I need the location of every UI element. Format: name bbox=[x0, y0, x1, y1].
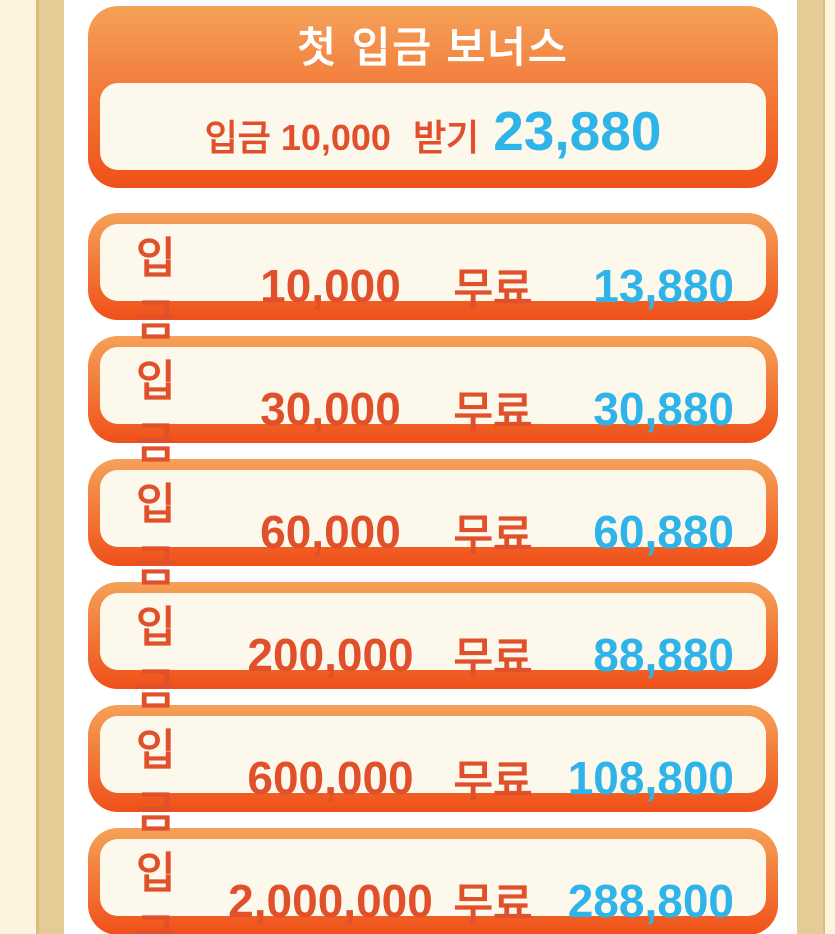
bonus-amount: 60,880 bbox=[593, 506, 734, 558]
tier-panel: 입금 30,000 무료 30,880 bbox=[100, 347, 766, 468]
tier-row-2[interactable]: 입금 30,000 무료 30,880 bbox=[88, 336, 778, 468]
free-label: 무료 bbox=[453, 758, 533, 806]
bonus-amount: 288,800 bbox=[567, 875, 734, 927]
free-label: 무료 bbox=[453, 389, 533, 437]
tier-row-3[interactable]: 입금 60,000 무료 60,880 bbox=[88, 459, 778, 591]
deposit-amount: 30,000 bbox=[260, 383, 401, 435]
bonus-amount: 88,880 bbox=[593, 629, 734, 681]
deposit-amount: 2,000,000 bbox=[228, 875, 433, 927]
tier-panel: 입금 60,000 무료 60,880 bbox=[100, 470, 766, 591]
tier-panel: 입금 10,000 무료 13,880 bbox=[100, 224, 766, 345]
bonus-amount: 13,880 bbox=[593, 260, 734, 312]
bonus-amount: 108,800 bbox=[567, 752, 734, 804]
header-bonus-amount: 23,880 bbox=[493, 100, 662, 162]
deposit-label: 입금 bbox=[136, 235, 176, 345]
tier-panel: 입금 600,000 무료 108,800 bbox=[100, 716, 766, 837]
deposit-label: 입금 bbox=[136, 604, 176, 714]
deposit-label: 입금 bbox=[136, 358, 176, 468]
first-deposit-bonus-title: 첫 입금 보너스 bbox=[297, 24, 569, 71]
deposit-amount: 200,000 bbox=[247, 629, 414, 681]
tier-row-1[interactable]: 입금 10,000 무료 13,880 bbox=[88, 213, 778, 345]
right-tan-stripe bbox=[797, 0, 825, 934]
deposit-amount: 60,000 bbox=[260, 506, 401, 558]
first-deposit-claim-panel[interactable]: 입금 10,000 받기 23,880 bbox=[100, 83, 766, 170]
tier-row-4[interactable]: 입금 200,000 무료 88,880 bbox=[88, 582, 778, 714]
deposit-label: 입금 bbox=[136, 481, 176, 591]
bonus-amount: 30,880 bbox=[593, 383, 734, 435]
tier-panel: 입금 2,000,000 무료 288,800 bbox=[100, 839, 766, 934]
right-cream-margin bbox=[825, 0, 835, 934]
left-tan-stripe bbox=[36, 0, 64, 934]
left-cream-margin bbox=[0, 0, 36, 934]
deposit-amount: 600,000 bbox=[247, 752, 414, 804]
tier-panel: 입금 200,000 무료 88,880 bbox=[100, 593, 766, 714]
bonus-list-panel: 첫 입금 보너스 입금 10,000 받기 23,880 입금 10,000 무… bbox=[64, 0, 797, 934]
tier-row-6[interactable]: 입금 2,000,000 무료 288,800 bbox=[88, 828, 778, 934]
header-deposit-label: 입금 10,000 bbox=[204, 117, 391, 158]
free-label: 무료 bbox=[453, 635, 533, 683]
header-deposit-amount: 10,000 bbox=[280, 117, 391, 158]
tier-row-5[interactable]: 입금 600,000 무료 108,800 bbox=[88, 705, 778, 837]
free-label: 무료 bbox=[453, 266, 533, 314]
first-deposit-bonus-card[interactable]: 첫 입금 보너스 입금 10,000 받기 23,880 bbox=[88, 6, 778, 188]
free-label: 무료 bbox=[453, 512, 533, 560]
deposit-amount: 10,000 bbox=[260, 260, 401, 312]
deposit-label: 입금 bbox=[136, 727, 176, 837]
free-label: 무료 bbox=[453, 881, 533, 929]
claim-label: 받기 bbox=[412, 117, 480, 158]
deposit-label: 입금 bbox=[136, 850, 176, 934]
